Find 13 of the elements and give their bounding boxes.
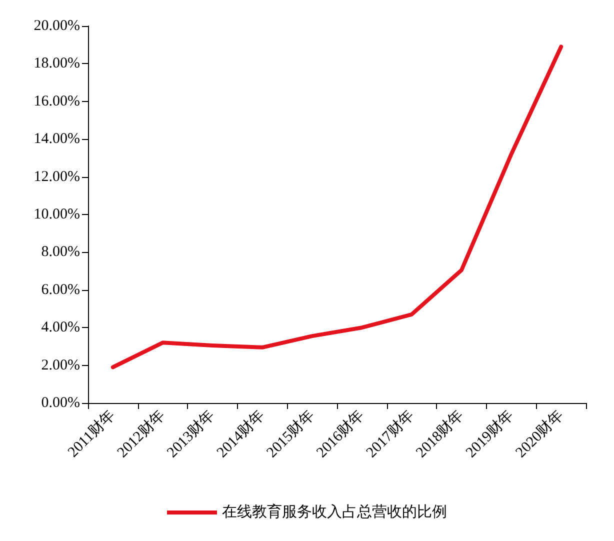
y-tick-label: 4.00%	[41, 320, 80, 336]
y-tick-label: 8.00%	[41, 244, 80, 260]
y-tick-label: 20.00%	[34, 18, 80, 34]
y-tick-label: 16.00%	[34, 93, 80, 110]
y-tick-label: 2.00%	[41, 357, 80, 374]
y-tick-label: 12.00%	[34, 168, 80, 185]
legend-label: 在线教育服务收入占总营收的比例	[222, 504, 447, 520]
y-tick-label: 6.00%	[41, 282, 80, 298]
line-series	[110, 44, 564, 370]
y-tick-label: 18.00%	[34, 56, 80, 72]
y-tick-label: 0.00%	[41, 395, 80, 411]
y-tick-label: 14.00%	[34, 131, 80, 148]
y-tick-label: 10.00%	[34, 206, 80, 222]
